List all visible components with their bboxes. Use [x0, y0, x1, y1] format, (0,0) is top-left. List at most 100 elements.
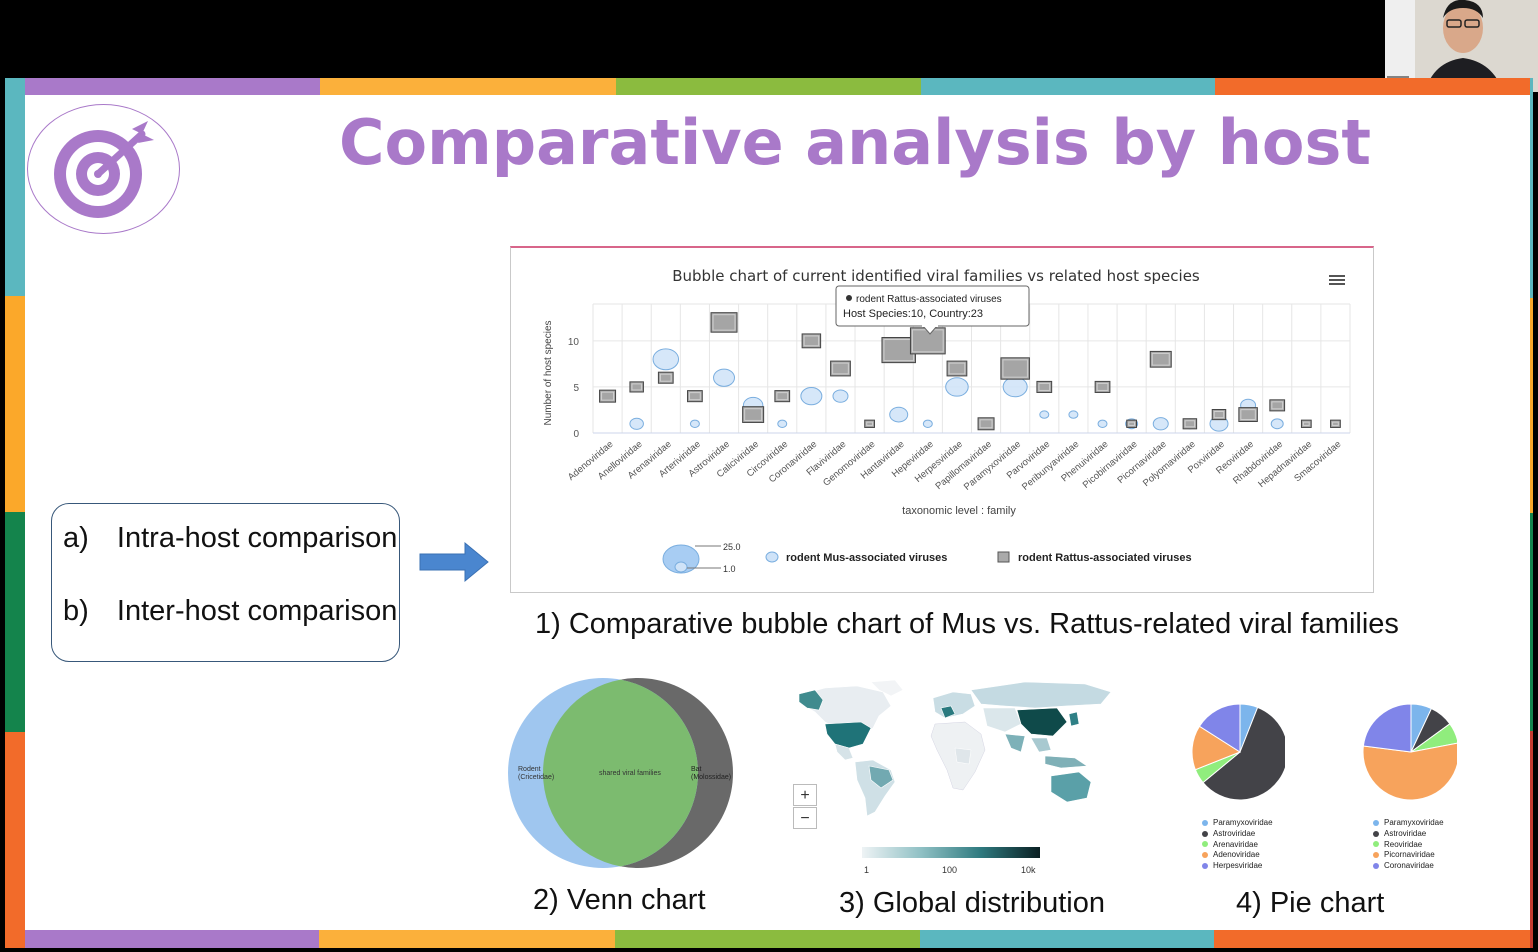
- size-legend-min: 1.0: [723, 564, 736, 574]
- bubble-point-rattus-highlight: [948, 362, 966, 375]
- right-color-strip: [1530, 78, 1533, 948]
- pie-legend-label: Picornaviridae: [1384, 850, 1435, 860]
- bubble-point-rattus-highlight: [1240, 409, 1256, 421]
- pie-legend-item[interactable]: Arenaviridae: [1202, 840, 1273, 851]
- pie-slice[interactable]: [1362, 703, 1412, 753]
- comparison-marker: b): [63, 595, 89, 627]
- bubble-point-mus[interactable]: [689, 419, 700, 428]
- world-choropleth-map: [798, 679, 1112, 817]
- y-tick-label: 0: [573, 429, 579, 440]
- bubble-point-rattus[interactable]: [830, 360, 851, 377]
- target-arrow-icon: [54, 121, 154, 218]
- pie-legend-dot: [1373, 863, 1379, 870]
- chart-tooltip: rodent Rattus-associated viruses Host Sp…: [835, 285, 1030, 335]
- pie-legend-label: Astroviridae: [1384, 828, 1427, 838]
- bubble-point-rattus[interactable]: [629, 381, 644, 393]
- pie-legend-label: Herpesviridae: [1213, 861, 1263, 871]
- presentation-slide: Comparative analysis by host a) Intra-ho…: [5, 78, 1533, 948]
- bubble-point-mus[interactable]: [800, 387, 823, 406]
- pie-legend-item[interactable]: Paramyxoviridae: [1373, 818, 1444, 829]
- bubble-chart-caption: 1) Comparative bubble chart of Mus vs. R…: [535, 608, 1399, 640]
- tooltip-series: rodent Rattus-associated viruses: [856, 294, 1002, 305]
- map-zoom-in-button[interactable]: +: [793, 784, 817, 806]
- bubble-point-rattus-highlight: [689, 392, 701, 401]
- bubble-point-rattus[interactable]: [1036, 380, 1053, 393]
- bubble-point-rattus[interactable]: [1000, 357, 1030, 380]
- pie-legend-dot: [1373, 852, 1379, 859]
- bubble-point-rattus[interactable]: [687, 390, 703, 403]
- bubble-point-rattus[interactable]: [1211, 409, 1227, 421]
- map-scale-tick: 10k: [1021, 865, 1036, 875]
- bubble-point-rattus-highlight: [744, 408, 763, 421]
- bubble-point-mus[interactable]: [1002, 376, 1028, 398]
- bubble-point-mus[interactable]: [889, 406, 909, 423]
- bubble-point-mus[interactable]: [1039, 410, 1050, 419]
- comparison-item-inter: b) Inter-host comparison: [63, 595, 397, 628]
- map-zoom-out-button[interactable]: −: [793, 807, 817, 829]
- bubble-point-rattus[interactable]: [1330, 419, 1341, 428]
- bubble-point-rattus[interactable]: [774, 390, 791, 403]
- bubble-point-mus[interactable]: [713, 368, 736, 387]
- bubble-point-mus[interactable]: [832, 389, 849, 403]
- legend-item-rattus[interactable]: rodent Rattus-associated viruses: [997, 551, 1192, 564]
- bubble-point-rattus[interactable]: [742, 406, 765, 423]
- bubble-point-rattus[interactable]: [1238, 407, 1258, 423]
- bubble-point-rattus[interactable]: [946, 360, 968, 377]
- pie-chart-2: [1362, 703, 1457, 801]
- bubble-point-rattus[interactable]: [1149, 350, 1172, 368]
- pie-legend-item[interactable]: Coronaviridae: [1373, 861, 1444, 872]
- pie-slice[interactable]: [1198, 703, 1241, 753]
- pie-chart-caption: 4) Pie chart: [1236, 887, 1385, 919]
- map-caption: 3) Global distribution: [839, 887, 1105, 919]
- comparison-type-box: a) Intra-host comparison b) Inter-host c…: [51, 503, 400, 662]
- bubble-point-mus[interactable]: [629, 417, 644, 430]
- pie-legend-dot: [1202, 819, 1208, 826]
- bubble-point-mus[interactable]: [922, 419, 933, 428]
- bubble-chart: Bubble chart of current identified viral…: [543, 267, 1351, 574]
- right-arrow-icon: [419, 541, 489, 583]
- pie-legend-item[interactable]: Picornaviridae: [1373, 850, 1444, 861]
- venn-label-bat: Bat (Molossidae): [691, 766, 731, 781]
- pie-legend-item[interactable]: Adenoviridae: [1202, 850, 1273, 861]
- bubble-point-rattus[interactable]: [1300, 419, 1312, 428]
- bubble-point-rattus[interactable]: [710, 312, 738, 333]
- bubble-point-rattus[interactable]: [1182, 418, 1198, 430]
- bubble-point-rattus[interactable]: [599, 389, 617, 403]
- comparison-label: Inter-host comparison: [116, 595, 398, 627]
- pie-slice[interactable]: [1362, 742, 1457, 801]
- pie-legend-dot: [1202, 863, 1208, 870]
- bubble-point-rattus[interactable]: [801, 333, 822, 349]
- pie-slice[interactable]: [1202, 706, 1285, 801]
- bubble-point-rattus[interactable]: [864, 419, 875, 428]
- bubble-point-rattus[interactable]: [1126, 419, 1138, 428]
- bubble-point-rattus[interactable]: [977, 417, 995, 431]
- pie-legend-label: Arenaviridae: [1213, 839, 1258, 849]
- hamburger-menu-icon[interactable]: [1326, 272, 1346, 288]
- bubble-point-rattus[interactable]: [1269, 399, 1286, 412]
- bubble-point-mus[interactable]: [945, 377, 969, 397]
- legend-item-mus[interactable]: rodent Mus-associated viruses: [765, 551, 947, 564]
- chart-title: Bubble chart of current identified viral…: [672, 267, 1200, 285]
- bubble-point-mus[interactable]: [1270, 418, 1284, 430]
- bubble-point-mus[interactable]: [777, 419, 788, 428]
- pie-legend-item[interactable]: Reoviridae: [1373, 840, 1444, 851]
- bubble-point-mus[interactable]: [1097, 419, 1108, 428]
- pie-legend-item[interactable]: Paramyxoviridae: [1202, 818, 1273, 829]
- pie-legend-label: Reoviridae: [1384, 839, 1423, 849]
- size-legend-max: 25.0: [723, 542, 741, 552]
- pie-chart-2-legend: Paramyxoviridae Astroviridae Reoviridae Pic…: [1373, 818, 1444, 872]
- pie-legend-item[interactable]: Astroviridae: [1373, 829, 1444, 840]
- pie-legend-item[interactable]: Astroviridae: [1202, 829, 1273, 840]
- pie-legend-dot: [1202, 852, 1208, 859]
- pie-legend-dot: [1373, 841, 1379, 848]
- bubble-point-mus[interactable]: [1152, 417, 1169, 431]
- pie-legend-dot: [1202, 841, 1208, 848]
- bubble-point-rattus-highlight: [776, 392, 789, 401]
- bubble-point-rattus[interactable]: [657, 371, 674, 384]
- bubble-point-mus[interactable]: [1068, 410, 1079, 419]
- pie-legend-item[interactable]: Herpesviridae: [1202, 861, 1273, 872]
- bubble-point-mus[interactable]: [652, 348, 680, 371]
- bubble-point-rattus-highlight: [803, 335, 820, 347]
- bubble-point-rattus[interactable]: [1094, 380, 1111, 393]
- pie-legend-label: Paramyxoviridae: [1384, 818, 1444, 827]
